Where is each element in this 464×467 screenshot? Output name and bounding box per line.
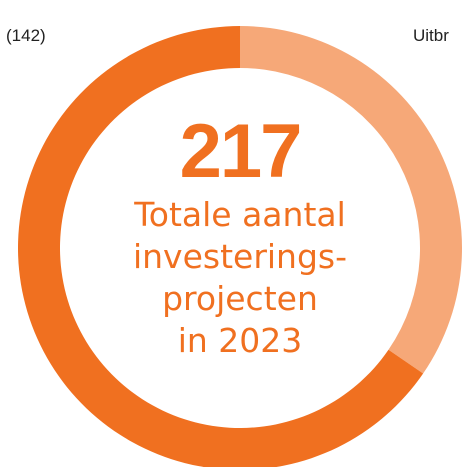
- center-line-1: Totale aantal: [134, 195, 346, 234]
- slice-label-right: Uitbr: [413, 26, 449, 45]
- donut-slice-1: [240, 26, 462, 374]
- donut-slices: [18, 26, 462, 467]
- center-line-2: investerings-: [132, 237, 348, 276]
- center-text: 217 Totale aantal investerings- projecte…: [100, 110, 380, 362]
- center-line-3: projecten: [162, 279, 318, 318]
- center-value: 217: [179, 109, 303, 194]
- slice-label-left: (142): [6, 26, 46, 45]
- center-line-4: in 2023: [177, 321, 303, 360]
